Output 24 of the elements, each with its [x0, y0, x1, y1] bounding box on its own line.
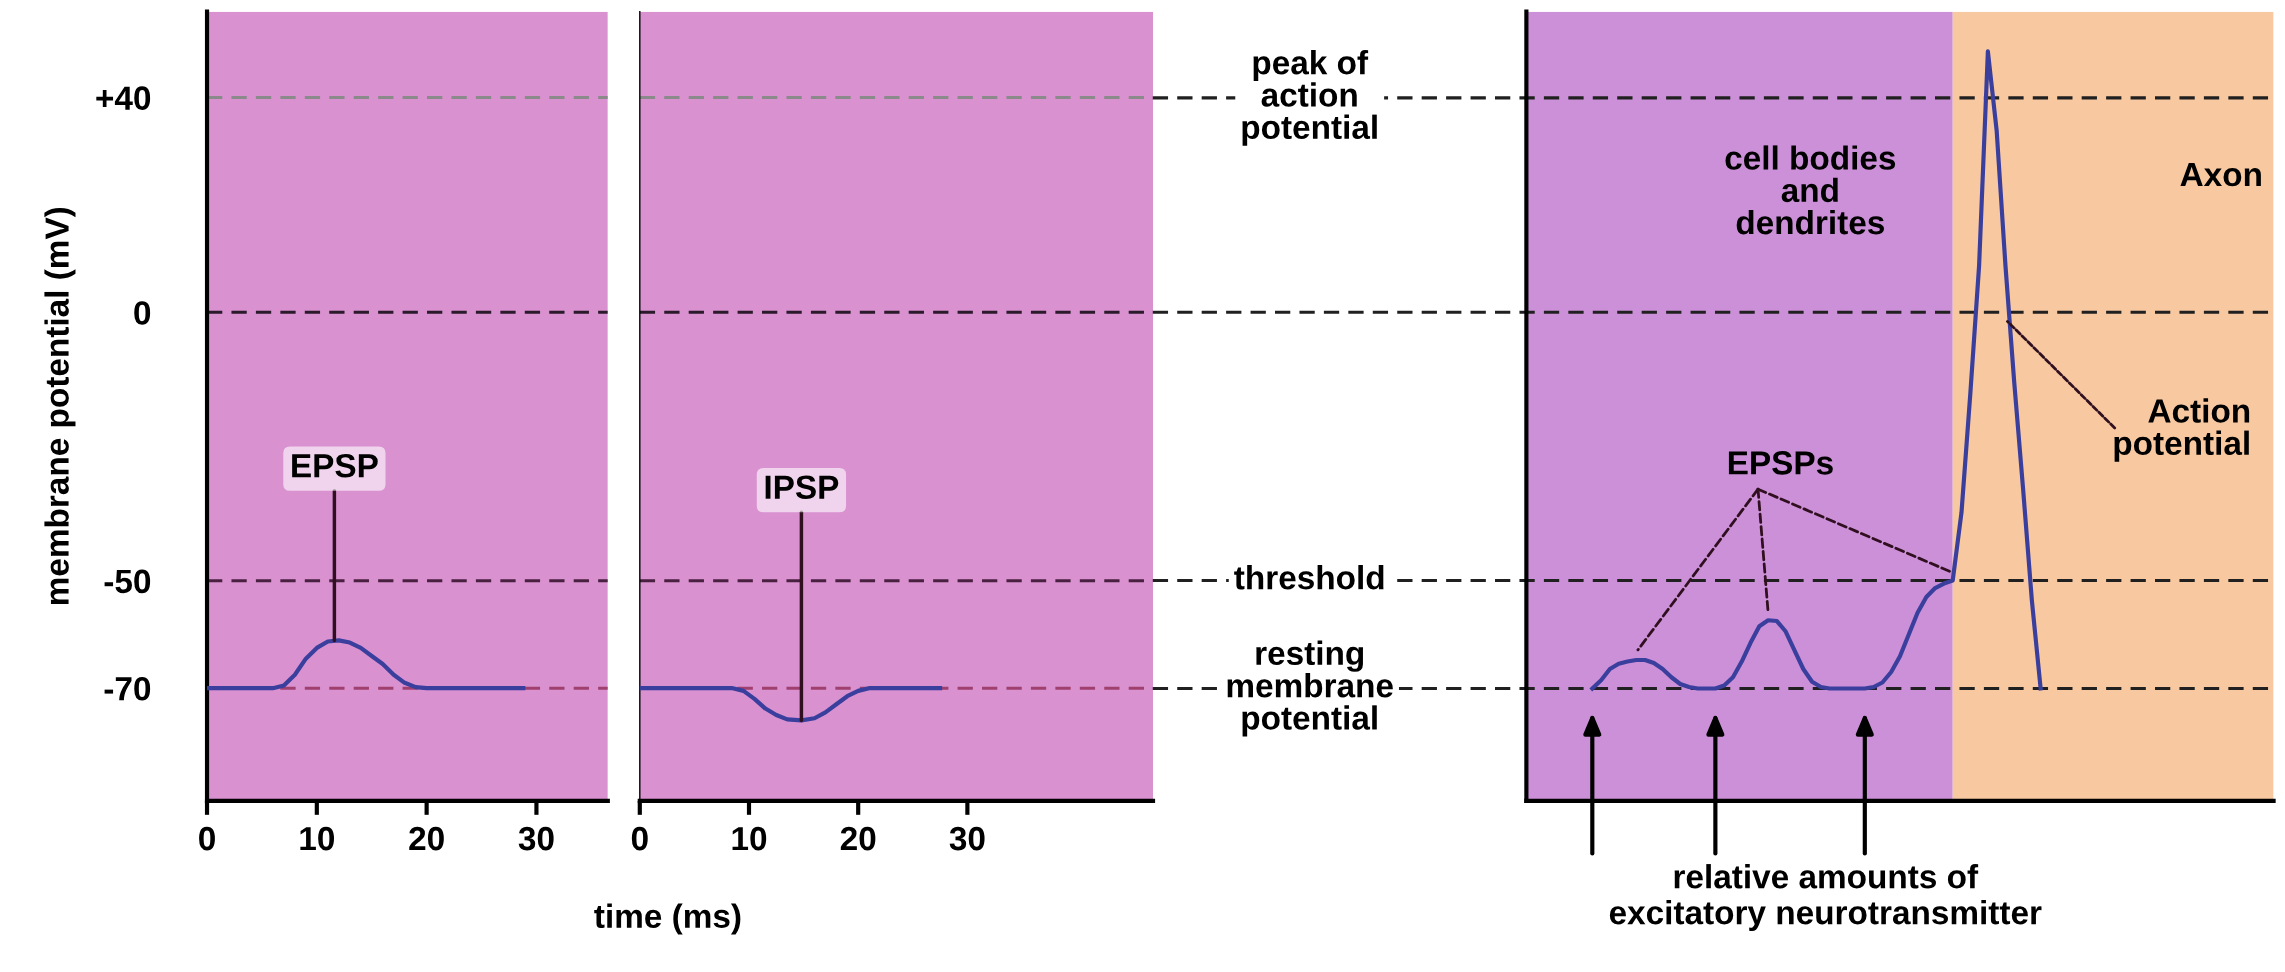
y-tick-label: -70	[104, 676, 151, 701]
x-tick-label: 20	[409, 826, 444, 851]
annotation: cell bodies and dendrites	[1725, 145, 1896, 235]
x-tick-label: 0	[631, 826, 648, 851]
x-tick-label: 10	[300, 826, 334, 851]
x-axis-title: relative amounts of excitatory neurotransmitter	[1609, 864, 2042, 932]
annotation: Axon	[2180, 163, 2261, 187]
ref-line-label: peak of action potential	[1242, 50, 1377, 146]
x-tick-label: 20	[840, 826, 876, 851]
y-tick-label: 0	[134, 301, 151, 325]
y-tick-label: +40	[96, 86, 151, 110]
x-axis-title: time (ms)	[594, 903, 741, 935]
x-tick-label: 30	[949, 826, 985, 851]
ref-line-label: resting membrane potential	[1227, 640, 1393, 737]
annotation: Action potential	[2114, 398, 2250, 462]
x-tick-label: 0	[199, 826, 215, 851]
annotation: EPSP	[292, 453, 378, 478]
y-axis-title: membrane potential (mV)	[44, 207, 76, 605]
y-tick-label: -50	[104, 569, 151, 594]
x-tick-label: 30	[518, 826, 554, 851]
ref-line-label: threshold	[1234, 565, 1384, 590]
annotation: EPSPs	[1728, 451, 1833, 475]
annotation: IPSP	[765, 475, 839, 500]
x-tick-label: 10	[732, 826, 767, 851]
